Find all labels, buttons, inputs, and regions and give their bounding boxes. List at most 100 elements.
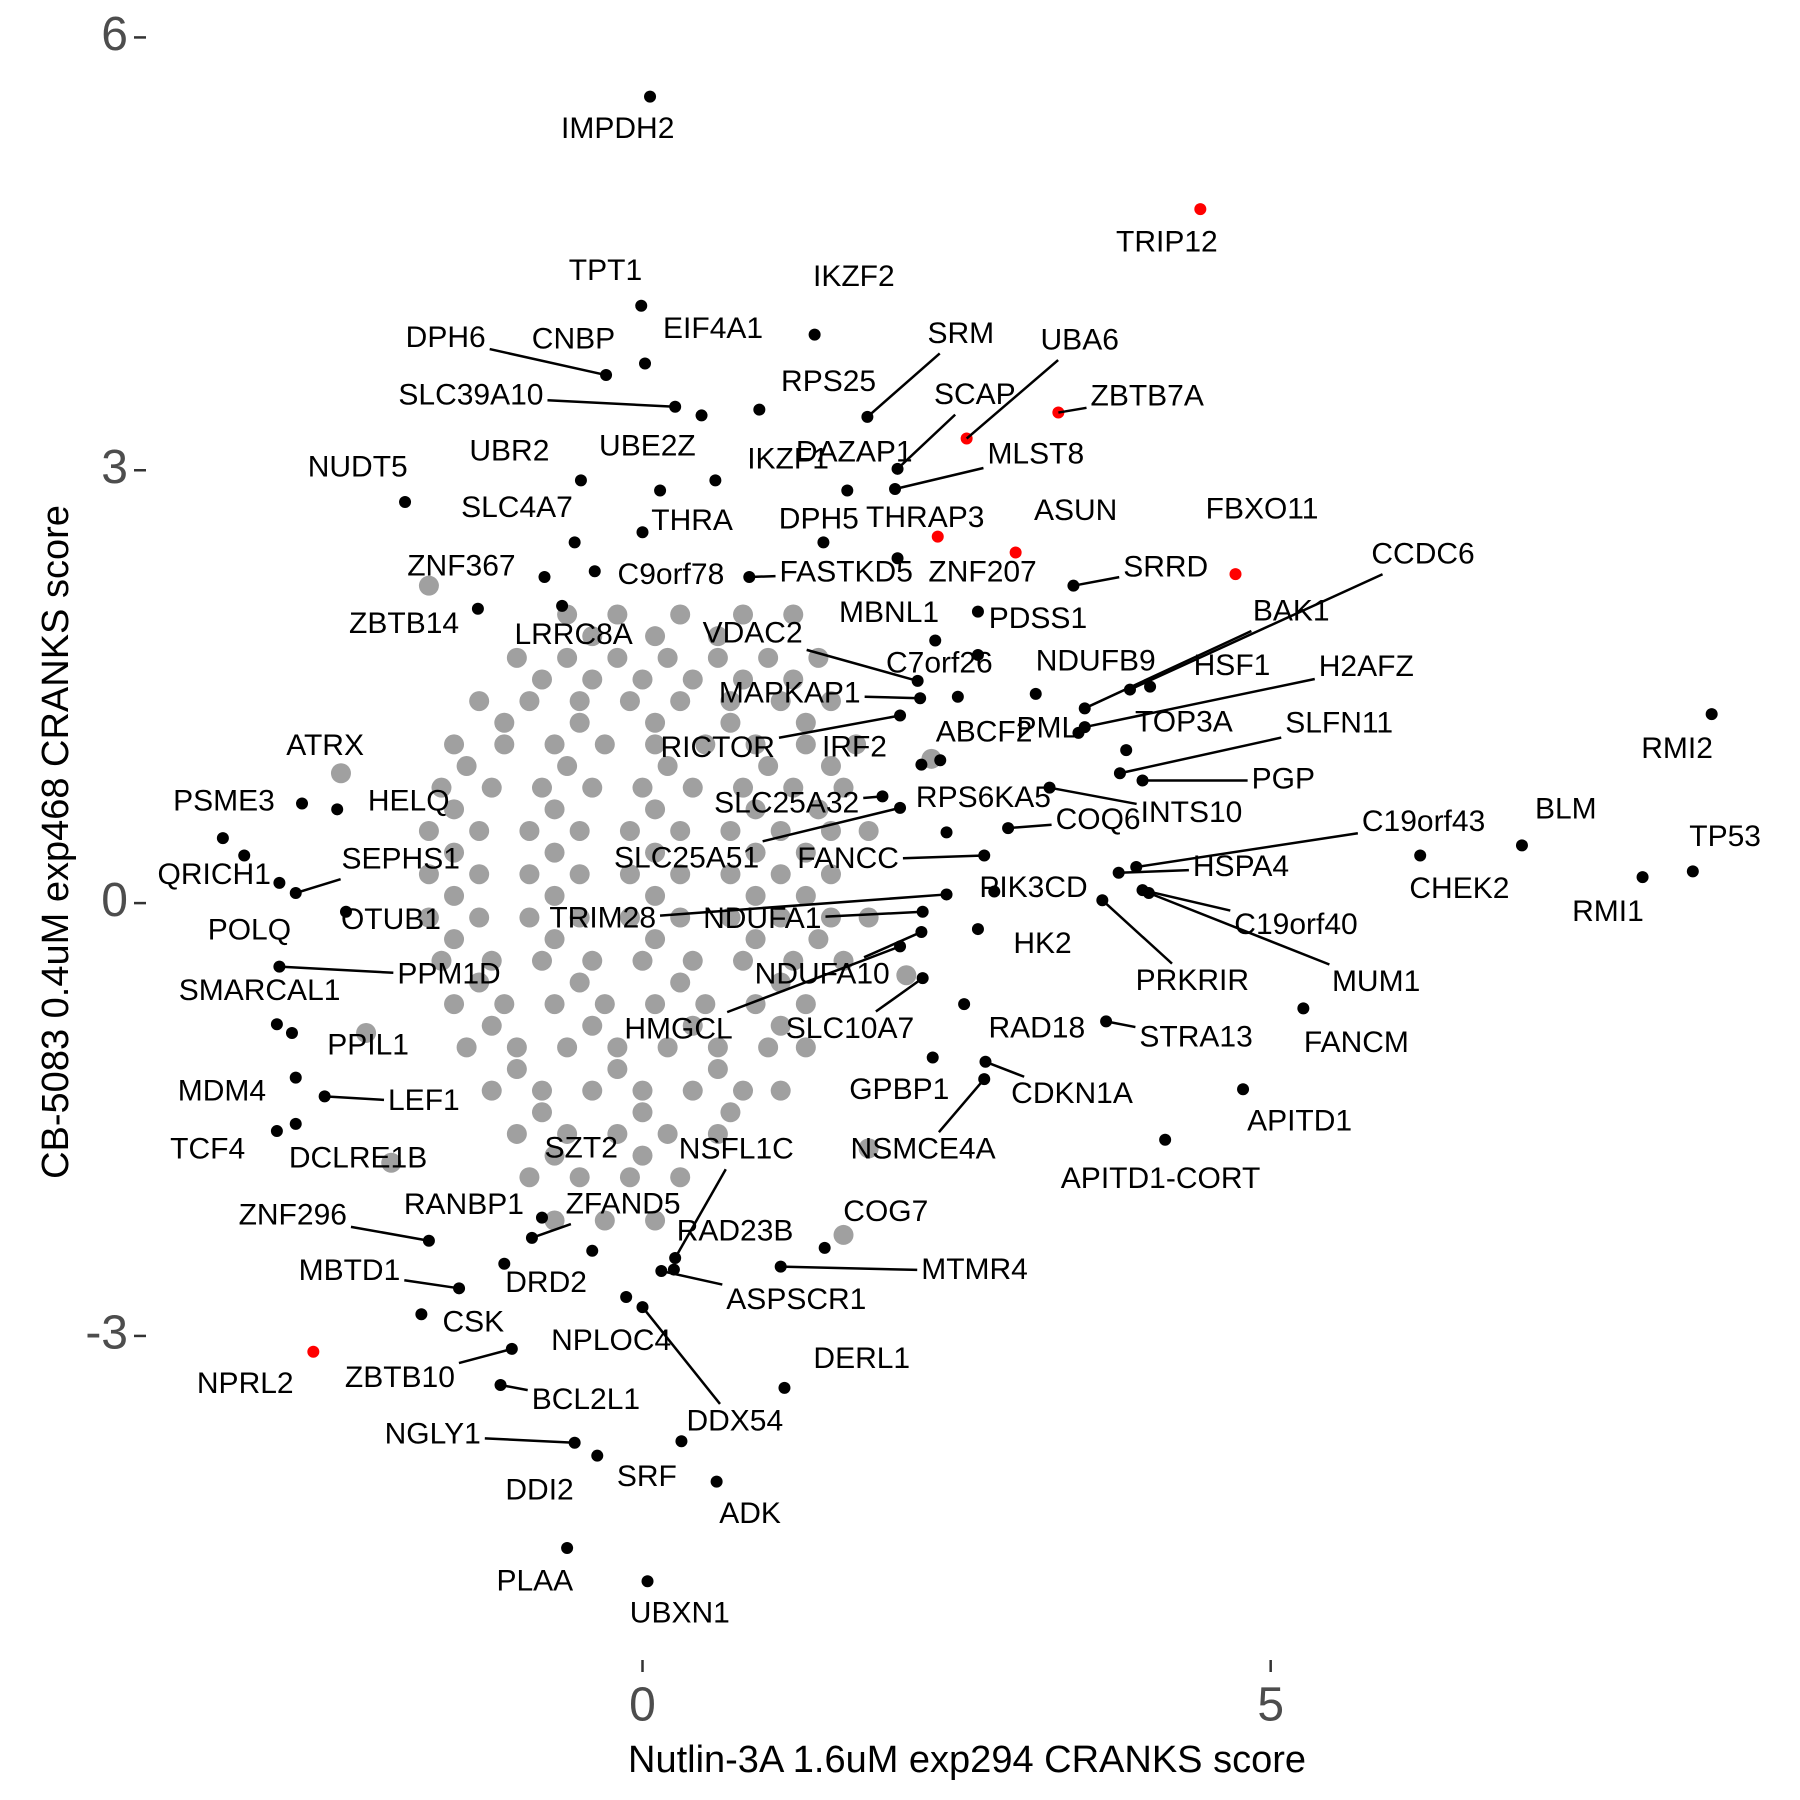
background-point xyxy=(695,734,716,755)
background-point xyxy=(531,669,552,690)
point-label: TRIM28 xyxy=(549,902,656,935)
background-point xyxy=(657,1123,678,1144)
background-point xyxy=(619,820,640,841)
point-label: BLM xyxy=(1535,793,1597,826)
point xyxy=(238,849,251,862)
background-point xyxy=(469,907,490,928)
point xyxy=(1159,1133,1172,1146)
point xyxy=(588,565,601,578)
background-point xyxy=(632,1145,653,1166)
background-point xyxy=(506,1123,527,1144)
point xyxy=(1120,744,1133,757)
background-point xyxy=(770,691,791,712)
point-label: ZBTB14 xyxy=(349,607,459,640)
point-label: EIF4A1 xyxy=(663,312,763,345)
leader-line xyxy=(404,1279,460,1290)
point-label: RICTOR xyxy=(661,731,775,764)
point-label: NUDT5 xyxy=(308,450,408,483)
background-point xyxy=(833,777,854,798)
background-point xyxy=(569,972,590,993)
point-label: THRAP3 xyxy=(866,501,984,534)
leader-line xyxy=(1008,823,1052,830)
x-axis-title: Nutlin-3A 1.6uM exp294 CRANKS score xyxy=(628,1739,1306,1781)
background-point xyxy=(896,965,917,986)
point xyxy=(891,552,904,565)
point xyxy=(709,474,722,487)
point-label: CHEK2 xyxy=(1409,872,1509,905)
leader-line xyxy=(985,1060,1025,1078)
point xyxy=(841,484,854,497)
point-label: SRM xyxy=(928,317,995,350)
background-point xyxy=(494,734,515,755)
point-label: PGP xyxy=(1252,762,1315,795)
background-point xyxy=(795,712,816,733)
leader-line xyxy=(484,1437,575,1444)
background-point xyxy=(808,799,829,820)
point-label: ZNF367 xyxy=(407,550,515,583)
point-label: C19orf43 xyxy=(1362,805,1485,838)
leader-line xyxy=(279,965,394,975)
point xyxy=(644,90,657,103)
background-point xyxy=(657,756,678,777)
point-label: STRA13 xyxy=(1139,1021,1252,1054)
background-point xyxy=(607,1059,628,1080)
point xyxy=(561,1542,574,1555)
point-label: HSPA4 xyxy=(1193,850,1289,883)
background-point xyxy=(544,842,565,863)
background-point xyxy=(531,1102,552,1123)
background-point xyxy=(582,950,603,971)
background-point xyxy=(632,777,653,798)
point xyxy=(931,530,944,543)
point-label: MUM1 xyxy=(1332,965,1420,998)
point xyxy=(971,605,984,618)
background-point xyxy=(582,626,603,647)
point-label: DRD2 xyxy=(505,1266,587,1299)
background-point xyxy=(481,950,502,971)
point-label: FBXO11 xyxy=(1206,493,1319,526)
point-label: INTS10 xyxy=(1141,796,1243,829)
background-point xyxy=(544,1210,565,1231)
background-point xyxy=(444,929,465,950)
leader-line xyxy=(937,1078,986,1133)
point xyxy=(538,571,551,584)
background-point xyxy=(770,1080,791,1101)
point xyxy=(331,803,344,816)
point-label: SLC4A7 xyxy=(461,491,573,524)
point xyxy=(971,923,984,936)
background-point xyxy=(745,734,766,755)
point xyxy=(270,1018,283,1031)
point-label: SLC25A51 xyxy=(614,842,759,875)
background-point xyxy=(745,885,766,906)
point xyxy=(951,690,964,703)
background-point xyxy=(594,734,615,755)
point-label: DDI2 xyxy=(505,1473,573,1506)
background-point xyxy=(519,864,540,885)
point xyxy=(818,1241,831,1254)
background-point xyxy=(733,1080,754,1101)
point-label: RMI2 xyxy=(1641,732,1713,765)
point xyxy=(988,885,1001,898)
background-point xyxy=(770,907,791,928)
leader-line xyxy=(749,574,776,579)
background-point xyxy=(707,1059,728,1080)
point xyxy=(556,599,569,612)
background-point xyxy=(569,864,590,885)
background-point xyxy=(682,1080,703,1101)
point-label: LRRC8A xyxy=(514,618,632,651)
point-label: ADK xyxy=(719,1497,781,1530)
y-tick-label: 0 xyxy=(101,874,128,927)
leader-line xyxy=(825,910,923,918)
point-label: ASUN xyxy=(1034,494,1117,527)
background-point xyxy=(506,647,527,668)
background-point xyxy=(582,669,603,690)
point-label: SMARCAL1 xyxy=(179,974,341,1007)
background-point xyxy=(820,691,841,712)
background-point xyxy=(594,1210,615,1231)
point xyxy=(817,536,830,549)
background-point xyxy=(720,1102,741,1123)
point-label: MDM4 xyxy=(178,1075,266,1108)
background-point xyxy=(557,1123,578,1144)
point-label: FANCC xyxy=(797,842,899,875)
background-point xyxy=(481,777,502,798)
